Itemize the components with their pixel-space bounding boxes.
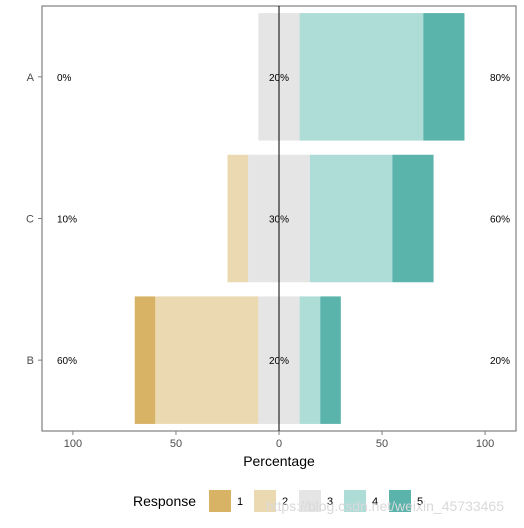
bar-C-response-4	[309, 154, 393, 283]
center-percent-label: 20%	[269, 73, 289, 84]
legend-key-5	[389, 490, 411, 512]
y-tick-label: A	[27, 72, 35, 84]
x-tick-label: 100	[64, 438, 82, 450]
x-tick-label: 50	[170, 438, 182, 450]
x-axis-title: Percentage	[243, 453, 315, 469]
center-percent-label: 20%	[269, 356, 289, 367]
center-percent-label: 30%	[269, 215, 289, 226]
left-percent-label: 10%	[57, 215, 77, 226]
legend-label-3: 3	[327, 496, 333, 508]
bar-A-response-4	[299, 13, 424, 141]
legend-key-1	[209, 490, 231, 512]
x-tick-label: 50	[376, 438, 388, 450]
legend-key-2	[254, 490, 276, 512]
legend-label-1: 1	[237, 496, 243, 508]
bar-C-response-5	[392, 154, 434, 283]
watermark: https://blog.csdn.net/weixin_45733465	[265, 498, 504, 514]
right-percent-label: 20%	[490, 356, 510, 367]
left-percent-label: 60%	[57, 356, 77, 367]
legend-key-4	[344, 490, 366, 512]
legend-label-4: 4	[372, 496, 378, 508]
bar-B-response-4	[299, 296, 321, 424]
left-percent-label: 0%	[57, 73, 72, 84]
y-tick-label: C	[26, 214, 34, 226]
legend-title: Response	[133, 493, 196, 509]
bar-B-response-2	[155, 296, 259, 424]
right-percent-label: 80%	[490, 73, 510, 84]
legend-label-2: 2	[282, 496, 288, 508]
legend-key-3	[299, 490, 321, 512]
right-percent-label: 60%	[490, 215, 510, 226]
y-tick-label: B	[27, 355, 34, 367]
legend-label-5: 5	[417, 496, 423, 508]
bar-A-response-5	[423, 13, 465, 141]
x-tick-label: 0	[276, 438, 282, 450]
bar-C-response-2	[227, 154, 249, 283]
x-tick-label: 100	[476, 438, 494, 450]
bar-B-response-5	[320, 296, 341, 424]
bar-B-response-1	[134, 296, 156, 424]
